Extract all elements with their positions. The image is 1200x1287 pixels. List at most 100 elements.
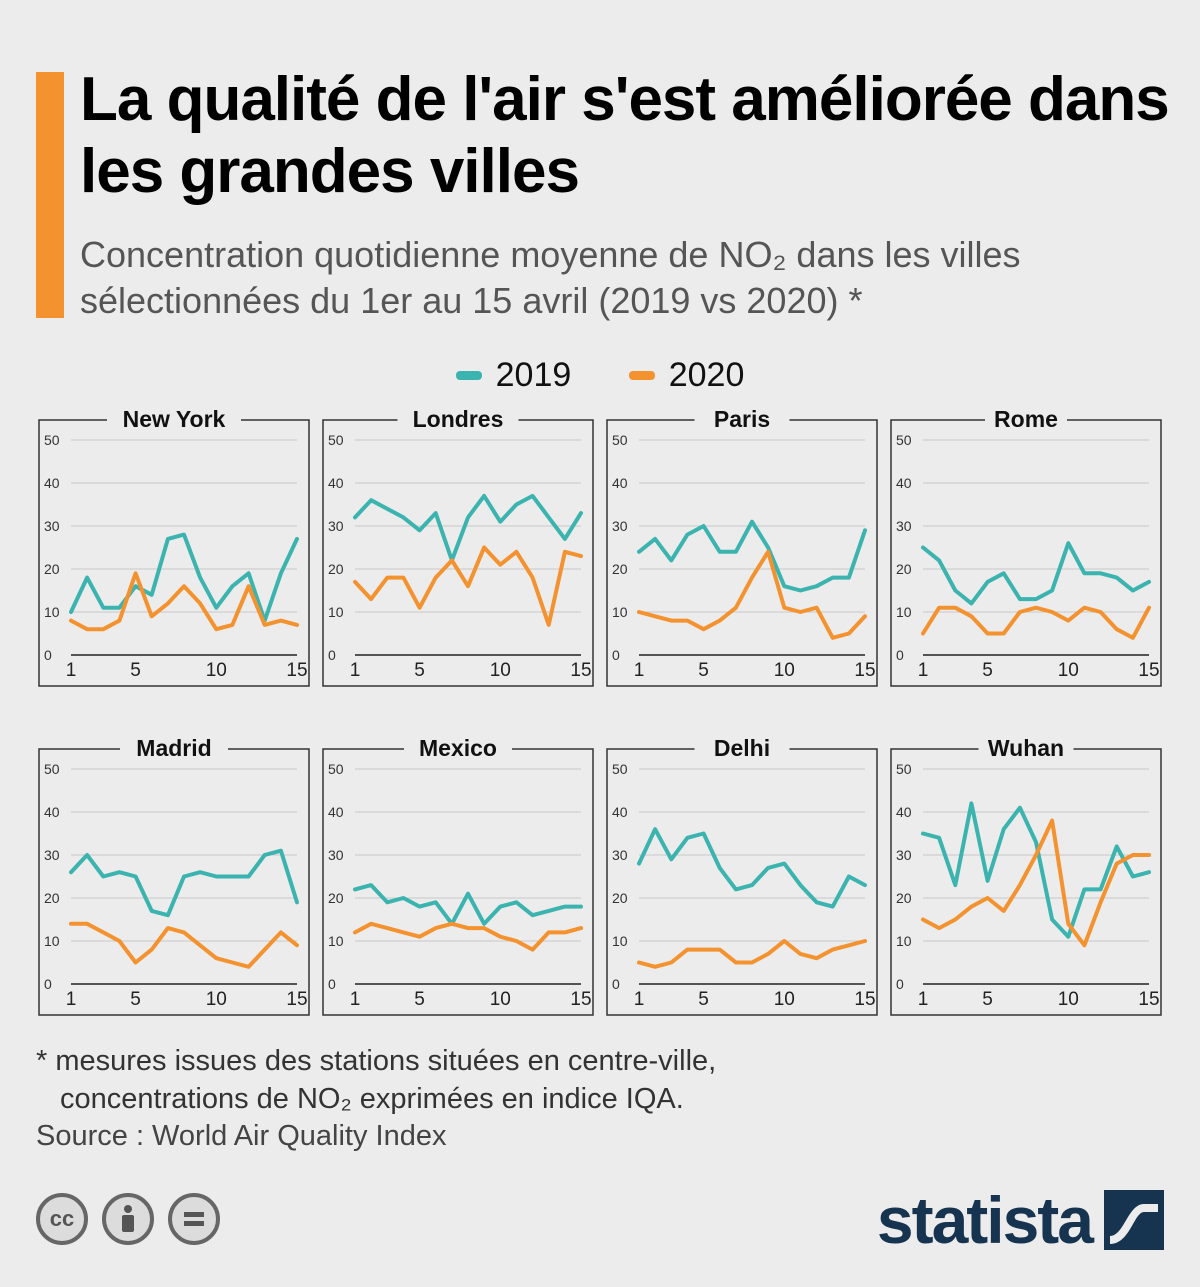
legend-label-2020: 2020 (668, 356, 745, 394)
series-line-2020 (921, 818, 1151, 948)
y-tick-label: 50 (896, 432, 912, 448)
y-tick-label: 20 (44, 890, 60, 906)
legend-swatch-2019 (455, 371, 482, 380)
panel-title: Paris (714, 406, 770, 432)
y-tick-label: 50 (328, 432, 344, 448)
x-tick-label: 10 (490, 989, 511, 1010)
panel-title: Rome (994, 406, 1058, 432)
series-line-2020 (921, 605, 1151, 640)
y-tick-label: 20 (612, 561, 628, 577)
x-tick-label: 10 (206, 660, 227, 681)
x-tick-label: 15 (286, 660, 307, 681)
x-tick-label: 5 (698, 989, 709, 1010)
footnote-line-1: * mesures issues des stations situées en… (36, 1045, 717, 1077)
legend-item-2020: 2020 (628, 356, 745, 395)
legend-item-2019: 2019 (455, 356, 572, 395)
x-tick-label: 10 (490, 660, 511, 681)
x-tick-label: 15 (1138, 989, 1159, 1010)
panel-frame (890, 419, 1162, 687)
x-tick-label: 1 (918, 989, 929, 1010)
panel-frame (322, 748, 594, 1016)
y-tick-label: 10 (328, 933, 344, 949)
legend-swatch-2020 (628, 371, 655, 380)
y-tick-label: 30 (612, 518, 628, 534)
series-line-2019 (921, 801, 1151, 939)
y-tick-label: 20 (896, 561, 912, 577)
x-tick-label: 5 (414, 660, 425, 681)
series-line-2019 (69, 532, 299, 623)
y-tick-label: 10 (896, 933, 912, 949)
y-tick-label: 20 (328, 890, 344, 906)
series-line-2020 (637, 939, 867, 969)
x-tick-label: 5 (414, 989, 425, 1010)
x-tick-label: 1 (634, 660, 645, 681)
source-note: Source : World Air Quality Index (36, 1120, 447, 1152)
footnote: * mesures issues des stations situées en… (36, 1042, 716, 1118)
person-icon (122, 1205, 134, 1232)
y-tick-label: 50 (44, 761, 60, 777)
series-line-2020 (69, 921, 299, 969)
attribution-icon[interactable] (102, 1193, 154, 1245)
x-tick-label: 1 (350, 660, 361, 681)
y-tick-label: 40 (328, 804, 344, 820)
y-tick-label: 30 (328, 518, 344, 534)
no-derivatives-icon[interactable] (168, 1193, 220, 1245)
statista-logo[interactable]: statista (877, 1182, 1164, 1258)
series-line-2020 (353, 921, 583, 952)
x-tick-label: 5 (982, 660, 993, 681)
y-tick-label: 50 (44, 432, 60, 448)
series-line-2019 (353, 883, 583, 926)
panel-frame (322, 419, 594, 687)
subtitle-line-2: sélectionnées du 1er au 15 avril (2019 v… (80, 280, 863, 321)
x-tick-label: 10 (206, 989, 227, 1010)
y-tick-label: 40 (328, 475, 344, 491)
y-tick-label: 50 (896, 761, 912, 777)
subtitle-line-1: Concentration quotidienne moyenne de NO₂… (80, 234, 1021, 275)
panel-title: Madrid (136, 735, 211, 761)
y-tick-label: 10 (328, 604, 344, 620)
panel-title: Mexico (419, 735, 497, 761)
y-tick-label: 20 (328, 561, 344, 577)
y-tick-label: 50 (328, 761, 344, 777)
x-tick-label: 1 (634, 989, 645, 1010)
x-tick-label: 1 (66, 989, 77, 1010)
series-line-2019 (353, 493, 583, 563)
panel-title: Londres (413, 406, 504, 432)
panel-title: Wuhan (988, 735, 1064, 761)
x-tick-label: 10 (774, 660, 795, 681)
y-tick-label: 0 (896, 647, 904, 663)
panel-frame (890, 748, 1162, 1016)
panel-frame (606, 419, 878, 687)
series-line-2019 (637, 827, 867, 909)
statista-mark-icon (1104, 1190, 1164, 1250)
y-tick-label: 30 (896, 847, 912, 863)
y-tick-label: 20 (44, 561, 60, 577)
y-tick-label: 50 (612, 432, 628, 448)
cc-icon[interactable]: cc (36, 1193, 88, 1245)
x-tick-label: 15 (570, 660, 591, 681)
panel-frame (606, 748, 878, 1016)
panel-title: Delhi (714, 735, 770, 761)
y-tick-label: 50 (612, 761, 628, 777)
y-tick-label: 40 (896, 804, 912, 820)
y-tick-label: 0 (328, 976, 336, 992)
equals-icon (184, 1212, 204, 1226)
y-tick-label: 10 (896, 604, 912, 620)
y-tick-label: 10 (612, 604, 628, 620)
series-line-2019 (921, 541, 1151, 606)
y-tick-label: 30 (896, 518, 912, 534)
y-tick-label: 20 (896, 890, 912, 906)
x-tick-label: 15 (854, 989, 875, 1010)
x-tick-label: 10 (774, 989, 795, 1010)
series-line-2020 (353, 545, 583, 627)
legend-label-2019: 2019 (495, 356, 572, 394)
y-tick-label: 40 (612, 475, 628, 491)
series-line-2020 (69, 571, 299, 632)
series-line-2019 (69, 848, 299, 918)
